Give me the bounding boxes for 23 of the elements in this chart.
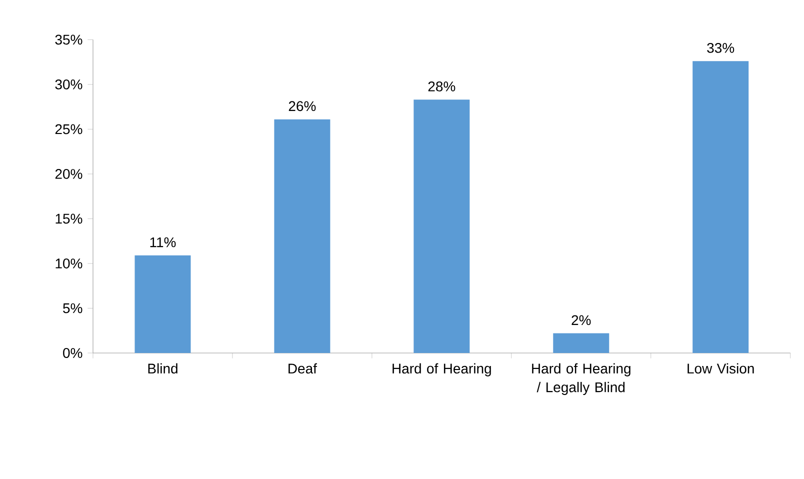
x-tick-label: Hard of Hearing	[392, 363, 491, 376]
x-tick-label: Low Vision	[688, 363, 754, 374]
bar	[134, 255, 191, 353]
y-tick-label: 35%	[55, 34, 82, 45]
y-tick-label: 25%	[55, 124, 82, 134]
y-tick-label: 30%	[55, 79, 82, 90]
bar	[274, 119, 330, 353]
y-tick-label: 10%	[56, 258, 82, 268]
y-tick-label: 5%	[63, 303, 82, 314]
data-label: 11%	[150, 237, 176, 248]
y-tick-label: 15%	[56, 214, 82, 224]
bar	[553, 333, 610, 353]
bar	[692, 61, 749, 353]
data-label: 26%	[288, 101, 316, 112]
data-label: 2%	[572, 315, 591, 326]
y-tick-label: 0%	[63, 348, 82, 358]
bar	[414, 100, 470, 353]
data-label: 28%	[428, 81, 456, 92]
x-tick-label: Deaf	[288, 363, 317, 374]
y-tick-label: 20%	[55, 169, 82, 179]
x-tick-label: Blind	[148, 363, 178, 374]
data-label: 33%	[707, 42, 734, 53]
x-tick-label: Hard of Hearing / Legally Blind	[532, 363, 630, 395]
